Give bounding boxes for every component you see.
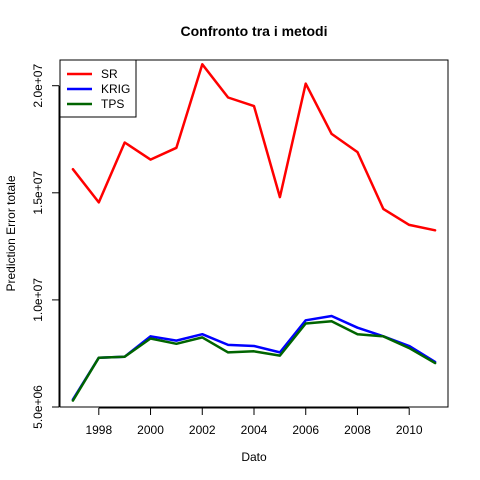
y-tick-label: 2.0e+07 bbox=[31, 64, 45, 108]
chart-title: Confronto tra i metodi bbox=[181, 23, 328, 39]
x-tick-label: 2006 bbox=[292, 423, 319, 437]
x-tick-label: 1998 bbox=[85, 423, 112, 437]
x-tick-label: 2000 bbox=[137, 423, 164, 437]
legend-label-krig: KRIG bbox=[101, 82, 130, 96]
y-tick-label: 1.5e+07 bbox=[31, 171, 45, 215]
legend-label-sr: SR bbox=[101, 67, 118, 81]
x-axis-label: Dato bbox=[241, 450, 267, 464]
y-axis: 5.0e+06 1.0e+07 1.5e+07 2.0e+07 bbox=[31, 64, 60, 429]
series-line-tps bbox=[71, 320, 437, 402]
x-tick-label: 2002 bbox=[189, 423, 216, 437]
y-tick-label: 5.0e+06 bbox=[31, 385, 45, 429]
x-tick-label: 2010 bbox=[396, 423, 423, 437]
series-line-krig bbox=[71, 314, 437, 401]
y-axis-label: Prediction Error totale bbox=[4, 175, 18, 291]
y-tick-label: 1.0e+07 bbox=[31, 278, 45, 322]
legend-label-tps: TPS bbox=[101, 97, 124, 111]
plot-frame bbox=[59, 59, 449, 408]
series-layer bbox=[71, 63, 437, 402]
x-tick-label: 2008 bbox=[344, 423, 371, 437]
x-tick-label: 2004 bbox=[241, 423, 268, 437]
x-axis: 1998 2000 2002 2004 2006 2008 2010 bbox=[85, 407, 423, 437]
series-line-sr bbox=[71, 63, 437, 232]
